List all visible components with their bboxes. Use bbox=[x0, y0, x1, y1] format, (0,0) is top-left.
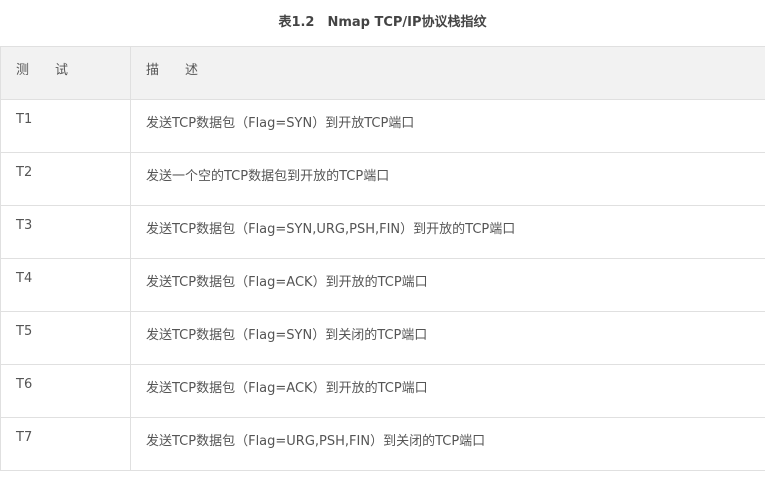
test-description: 发送TCP数据包（Flag=ACK）到开放的TCP端口 bbox=[130, 258, 765, 312]
table-row: T4 发送TCP数据包（Flag=ACK）到开放的TCP端口 bbox=[0, 258, 765, 312]
test-id: T4 bbox=[0, 258, 131, 312]
test-id: T3 bbox=[0, 205, 131, 259]
table-row: T6 发送TCP数据包（Flag=ACK）到开放的TCP端口 bbox=[0, 364, 765, 418]
test-id: T2 bbox=[0, 152, 131, 206]
table-row: T7 发送TCP数据包（Flag=URG,PSH,FIN）到关闭的TCP端口 bbox=[0, 417, 765, 471]
fingerprint-table: 测 试 描 述 T1 发送TCP数据包（Flag=SYN）到开放TCP端口 T2 发送… bbox=[0, 46, 765, 471]
table-row: T2 发送一个空的TCP数据包到开放的TCP端口 bbox=[0, 152, 765, 206]
test-id: T7 bbox=[0, 417, 131, 471]
test-description: 发送TCP数据包（Flag=ACK）到开放的TCP端口 bbox=[130, 364, 765, 418]
table-row: T5 发送TCP数据包（Flag=SYN）到关闭的TCP端口 bbox=[0, 311, 765, 365]
test-id: T5 bbox=[0, 311, 131, 365]
test-description: 发送TCP数据包（Flag=URG,PSH,FIN）到关闭的TCP端口 bbox=[130, 417, 765, 471]
test-id: T1 bbox=[0, 99, 131, 153]
test-description: 发送一个空的TCP数据包到开放的TCP端口 bbox=[130, 152, 765, 206]
test-description: 发送TCP数据包（Flag=SYN）到开放TCP端口 bbox=[130, 99, 765, 153]
header-test: 测 试 bbox=[0, 46, 131, 100]
test-description: 发送TCP数据包（Flag=SYN,URG,PSH,FIN）到开放的TCP端口 bbox=[130, 205, 765, 259]
table-row: T3 发送TCP数据包（Flag=SYN,URG,PSH,FIN）到开放的TCP端… bbox=[0, 205, 765, 259]
header-description: 描 述 bbox=[130, 46, 765, 100]
table-header-row: 测 试 描 述 bbox=[0, 46, 765, 100]
table-row: T1 发送TCP数据包（Flag=SYN）到开放TCP端口 bbox=[0, 99, 765, 153]
table-title: 表1.2 Nmap TCP/IP协议栈指纹 bbox=[278, 15, 487, 30]
test-id: T6 bbox=[0, 364, 131, 418]
test-description: 发送TCP数据包（Flag=SYN）到关闭的TCP端口 bbox=[130, 311, 765, 365]
